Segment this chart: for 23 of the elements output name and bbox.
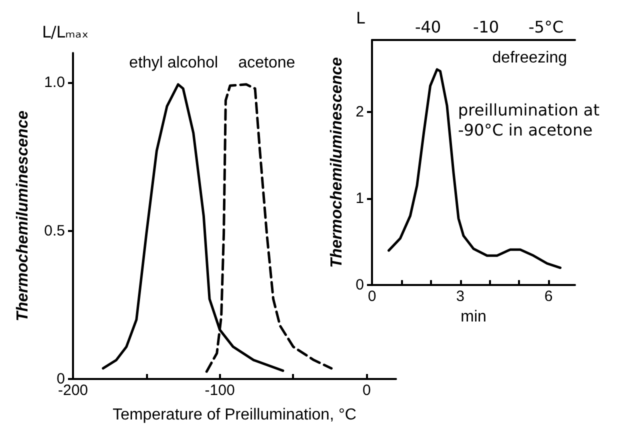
y-tick-label: 0 bbox=[356, 276, 364, 294]
y-axis-title: Thermochemiluminescence bbox=[328, 57, 346, 268]
text: -5°C bbox=[528, 18, 564, 36]
x-tick-label: 6 bbox=[544, 288, 553, 306]
x-tick-label: -100 bbox=[204, 382, 235, 399]
text: -10 bbox=[472, 18, 500, 36]
x-axis-title: Temperature of Preillumination, °C bbox=[112, 406, 356, 424]
y-tick-label: 2 bbox=[356, 103, 364, 120]
x-tick-label: 3 bbox=[456, 288, 464, 306]
x-tick-label: 0 bbox=[368, 288, 376, 306]
y-tick-label: 1 bbox=[356, 190, 364, 207]
x2-axis-title: defreezing bbox=[492, 50, 567, 66]
x-axis-title: min bbox=[460, 308, 486, 326]
series-label: acetone bbox=[238, 54, 296, 72]
annotation: preillumination at -90°C in acetone bbox=[458, 100, 600, 140]
y-tick-label: 1.0 bbox=[44, 74, 65, 92]
y-tick-label: 0 bbox=[56, 370, 65, 388]
y-axis-title: Thermochemiluminescence bbox=[14, 110, 32, 322]
text: L/Lₘₐₓ bbox=[42, 22, 89, 42]
text: L bbox=[356, 8, 365, 28]
series-label: ethyl alcohol bbox=[129, 54, 218, 72]
text: -40 bbox=[414, 18, 442, 36]
y-tick-label: 0.5 bbox=[44, 222, 65, 240]
